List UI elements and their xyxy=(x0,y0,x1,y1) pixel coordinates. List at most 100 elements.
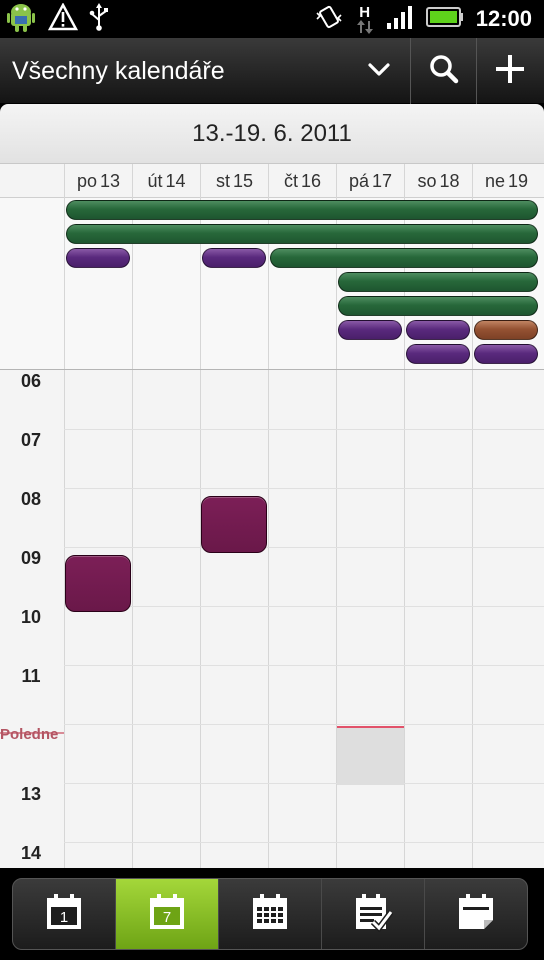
day-divider xyxy=(132,198,133,369)
tab-month-view[interactable] xyxy=(218,879,321,949)
day-header-ut[interactable]: út 14 xyxy=(132,164,200,198)
day-abbr: ne xyxy=(484,170,505,191)
day-divider xyxy=(336,370,337,868)
day-divider xyxy=(404,370,405,868)
day-number: 16 xyxy=(300,170,322,191)
hour-line xyxy=(64,429,544,430)
day-divider xyxy=(200,198,201,369)
status-bar: H 12:00 xyxy=(0,0,544,38)
day-header-ct[interactable]: čt 16 xyxy=(268,164,336,198)
day-abbr: st xyxy=(215,170,230,191)
android-icon xyxy=(4,0,38,39)
day-divider xyxy=(336,198,337,369)
timed-event[interactable] xyxy=(201,496,267,553)
hour-label: 10 xyxy=(20,607,42,627)
hour-label: 06 xyxy=(20,371,42,391)
day-abbr: čt xyxy=(283,170,298,191)
battery-icon xyxy=(425,6,464,33)
day-number: 15 xyxy=(232,170,254,191)
week-view-glyph: 7 xyxy=(163,909,171,926)
search-icon xyxy=(428,53,460,90)
hour-line xyxy=(64,724,544,725)
hour-line xyxy=(64,842,544,843)
all-day-event[interactable] xyxy=(66,200,538,220)
day-header-ne[interactable]: ne 19 xyxy=(472,164,540,198)
all-day-event[interactable] xyxy=(66,248,130,268)
day-divider xyxy=(268,198,269,369)
all-day-event[interactable] xyxy=(338,272,538,292)
bottom-tab-bar: 1 7 xyxy=(0,868,544,960)
all-day-event[interactable] xyxy=(66,224,538,244)
all-day-event[interactable] xyxy=(474,344,538,364)
action-bar: Všechny kalendáře xyxy=(0,38,544,104)
day-abbr: út xyxy=(147,170,163,191)
all-day-event[interactable] xyxy=(338,296,538,316)
month-view-icon xyxy=(250,892,290,937)
calendar-selector-label: Všechny kalendáře xyxy=(12,56,225,85)
all-day-event[interactable] xyxy=(474,320,538,340)
day-number: 19 xyxy=(508,170,529,191)
hour-grid[interactable]: 06 07 08 09 10 11 Poledne 13 14 xyxy=(0,370,544,868)
day-header-row: po 13 út 14 st 15 čt 16 pá 17 so 18 ne 19 xyxy=(0,164,544,198)
hour-label: 08 xyxy=(20,489,42,509)
day-divider xyxy=(64,198,65,369)
current-time-line xyxy=(337,726,404,728)
add-icon xyxy=(494,53,526,90)
hour-line xyxy=(64,783,544,784)
noon-label: Poledne xyxy=(0,726,59,743)
day-divider xyxy=(64,370,65,868)
day-header-so[interactable]: so 18 xyxy=(404,164,472,198)
tab-day-view[interactable]: 1 xyxy=(13,879,115,949)
network-type-label: H xyxy=(359,3,371,21)
current-time-slot xyxy=(337,726,404,785)
day-header-po[interactable]: po 13 xyxy=(64,164,132,198)
tab-invitations-view[interactable] xyxy=(424,879,527,949)
add-event-button[interactable] xyxy=(476,38,542,104)
week-view-icon: 7 xyxy=(147,892,187,937)
day-view-glyph: 1 xyxy=(60,909,68,926)
clock-time: 12:00 xyxy=(475,6,532,31)
vibrate-icon xyxy=(314,3,344,36)
day-number: 17 xyxy=(372,170,393,191)
hour-label: 07 xyxy=(20,430,42,450)
day-abbr: pá xyxy=(348,170,369,191)
all-day-event[interactable] xyxy=(338,320,402,340)
all-day-event[interactable] xyxy=(270,248,538,268)
day-header-pa[interactable]: pá 17 xyxy=(336,164,404,198)
week-range-header: 13.-19. 6. 2011 xyxy=(0,104,544,164)
signal-icon xyxy=(386,4,414,35)
all-day-event[interactable] xyxy=(202,248,266,268)
hour-label: 14 xyxy=(20,843,42,863)
day-divider xyxy=(472,370,473,868)
hour-label: 09 xyxy=(20,548,42,568)
usb-icon xyxy=(88,2,110,37)
all-day-event[interactable] xyxy=(406,344,470,364)
search-button[interactable] xyxy=(410,38,476,104)
day-number: 18 xyxy=(439,170,460,191)
day-view-icon: 1 xyxy=(44,892,84,937)
day-number: 13 xyxy=(100,170,121,191)
all-day-events-area xyxy=(0,198,544,370)
tab-agenda-view[interactable] xyxy=(321,879,424,949)
hour-label: 11 xyxy=(21,666,41,686)
noon-marker-line xyxy=(0,732,64,734)
hour-line xyxy=(64,606,544,607)
day-number: 14 xyxy=(165,170,186,191)
hour-line xyxy=(64,665,544,666)
day-header-st[interactable]: st 15 xyxy=(200,164,268,198)
agenda-view-icon xyxy=(353,892,394,937)
status-left-icons xyxy=(4,0,110,39)
date-range-label: 13.-19. 6. 2011 xyxy=(192,119,352,147)
day-abbr: po xyxy=(76,170,97,191)
hour-line xyxy=(64,488,544,489)
timed-event[interactable] xyxy=(65,555,131,612)
warning-icon xyxy=(47,1,79,36)
day-divider xyxy=(268,370,269,868)
tab-week-view[interactable]: 7 xyxy=(115,879,218,949)
network-h-icon: H xyxy=(356,5,374,34)
view-switcher: 1 7 xyxy=(12,878,528,950)
chevron-down-icon xyxy=(368,60,390,85)
day-abbr: so xyxy=(417,170,437,191)
all-day-event[interactable] xyxy=(406,320,470,340)
calendar-selector[interactable]: Všechny kalendáře xyxy=(0,38,410,104)
